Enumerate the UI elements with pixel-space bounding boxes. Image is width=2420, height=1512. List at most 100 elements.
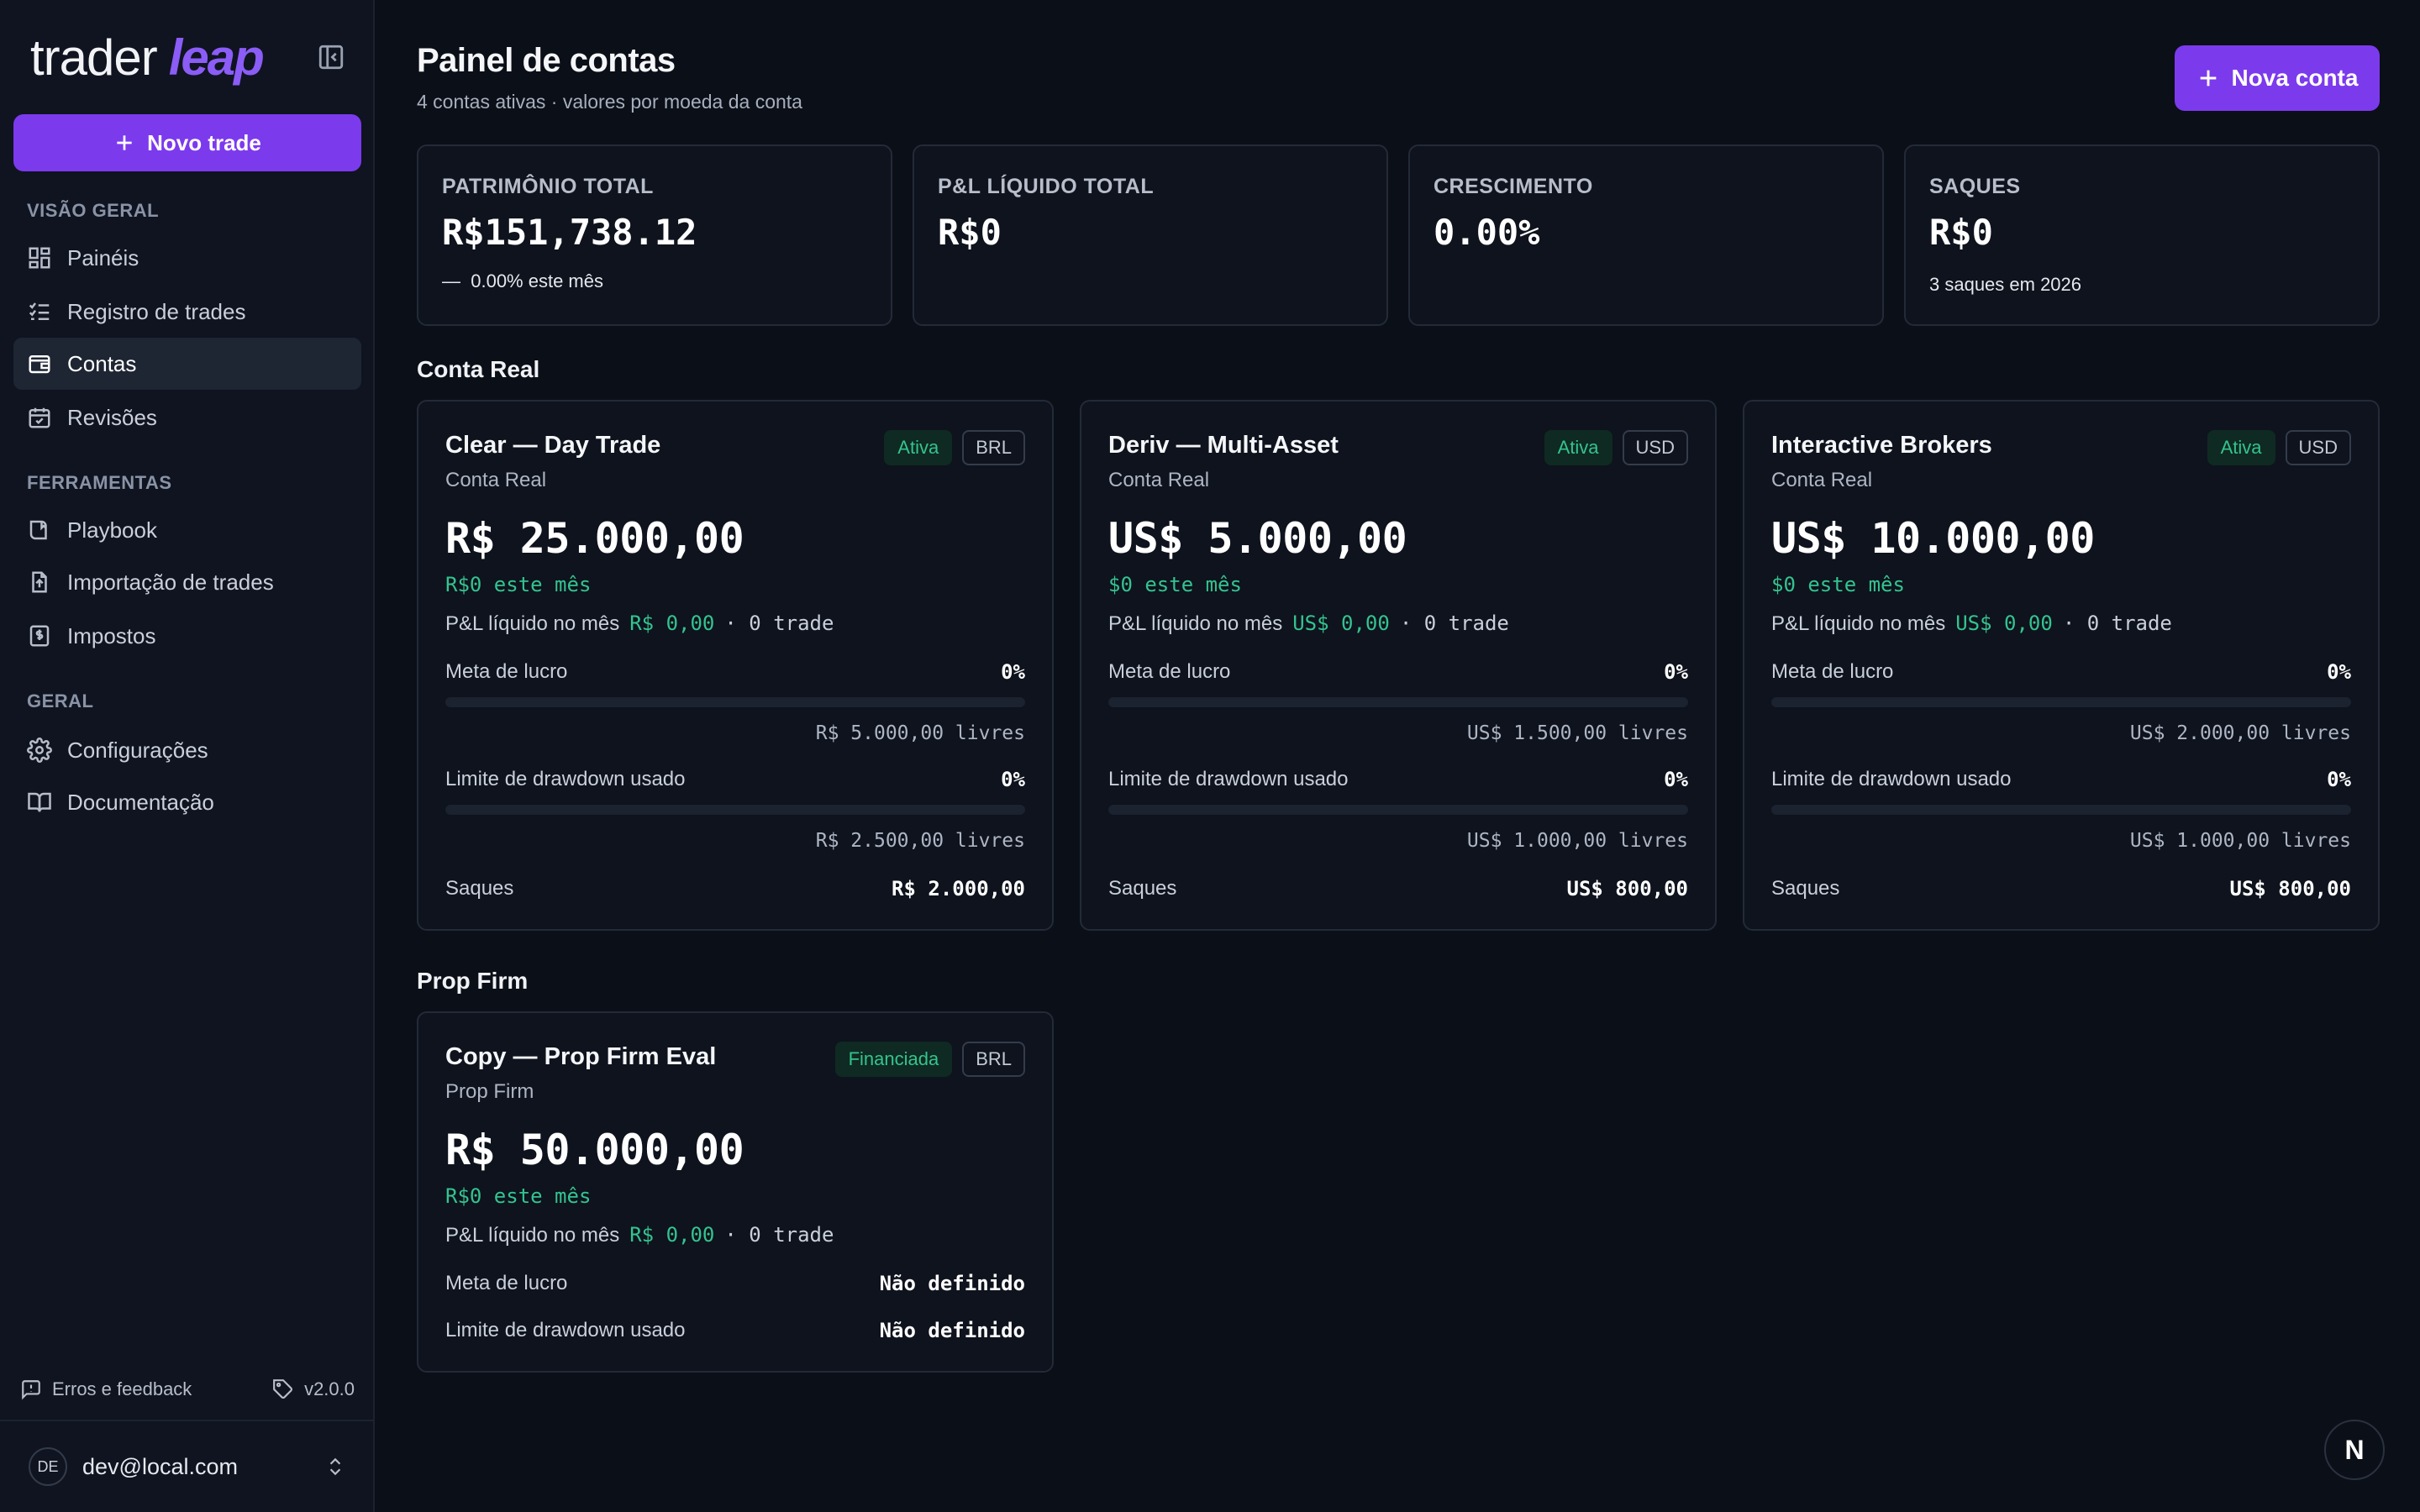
stat-card-net-pnl: P&L LÍQUIDO TOTAL R$0 (913, 144, 1388, 326)
sidebar-item-settings[interactable]: Configurações (13, 724, 361, 776)
account-card[interactable]: Interactive Brokers Conta Real Ativa USD… (1743, 400, 2380, 931)
new-trade-button[interactable]: Novo trade (13, 114, 361, 171)
stat-label: P&L LÍQUIDO TOTAL (938, 175, 1155, 198)
account-balance: US$ 10.000,00 (1771, 514, 2095, 563)
new-account-label: Nova conta (2231, 65, 2359, 91)
sidebar-item-label: Importação de trades (67, 569, 274, 595)
tag-icon (273, 1379, 293, 1399)
drawdown-value: 0% (2327, 768, 2351, 791)
sidebar-item-playbook[interactable]: Playbook (13, 504, 361, 556)
pnl-label: P&L líquido no mês (1771, 612, 1946, 635)
account-type: Conta Real (1771, 469, 1873, 491)
account-name: Interactive Brokers (1771, 432, 1992, 459)
drawdown-value: 0% (1664, 768, 1688, 791)
account-card[interactable]: Deriv — Multi-Asset Conta Real Ativa USD… (1080, 400, 1717, 931)
plus-icon (117, 135, 132, 150)
brand-name: trader (30, 29, 158, 86)
profit-label: Meta de lucro (1771, 660, 1894, 683)
account-name: Deriv — Multi-Asset (1108, 432, 1339, 459)
status-badge: Ativa (1544, 430, 1612, 465)
stat-value: R$0 (1929, 212, 1993, 253)
drawdown-row: Limite de drawdown usado Não definido (445, 1319, 1025, 1342)
version-label: v2.0.0 (304, 1378, 355, 1399)
account-badges: Ativa USD (1544, 430, 1688, 465)
page-title: Painel de contas (417, 42, 676, 79)
profit-label: Meta de lucro (445, 1272, 568, 1294)
feedback-label: Erros e feedback (52, 1378, 192, 1399)
pnl-label: P&L líquido no mês (1108, 612, 1283, 635)
withdraw-label: Saques (1108, 877, 1177, 900)
account-type: Conta Real (445, 469, 547, 491)
open-book-icon (28, 792, 51, 812)
withdraw-label: Saques (445, 877, 514, 900)
drawdown-progress-bar (1108, 805, 1688, 815)
sidebar-item-dashboards[interactable]: Painéis (13, 232, 361, 284)
wallet-icon (29, 355, 50, 374)
feedback-link[interactable]: Erros e feedback (20, 1378, 192, 1400)
pnl-value: R$ 0,00 (629, 1223, 715, 1247)
drawdown-value: 0% (1001, 768, 1025, 791)
profit-target-row: Meta de lucro Não definido (445, 1272, 1025, 1295)
currency-badge: USD (2285, 430, 2351, 465)
stat-note-text: 0.00% este mês (471, 270, 603, 291)
account-card[interactable]: Clear — Day Trade Conta Real Ativa BRL R… (417, 400, 1054, 931)
account-name: Clear — Day Trade (445, 432, 661, 459)
pnl-value: US$ 0,00 (1955, 612, 2053, 635)
pnl-label: P&L líquido no mês (445, 1224, 620, 1247)
user-email: dev@local.com (82, 1453, 238, 1479)
gear-icon (27, 738, 52, 763)
sidebar-item-trade-import[interactable]: Importação de trades (13, 556, 361, 608)
sidebar-item-label: Playbook (67, 517, 157, 543)
profit-free: R$ 5.000,00 livres (815, 722, 1025, 744)
section-title-prop: Prop Firm (417, 968, 529, 994)
nav-section-overview: VISÃO GERAL (27, 200, 160, 221)
sidebar-item-label: Registro de trades (67, 298, 246, 324)
dashboard-icon (29, 247, 50, 269)
list-check-icon (29, 302, 50, 320)
next-dev-indicator-button[interactable]: N (2324, 1420, 2385, 1480)
stat-note: 3 saques em 2026 (1929, 274, 2082, 295)
status-badge: Financiada (834, 1042, 953, 1077)
account-type: Conta Real (1108, 469, 1210, 491)
sidebar-item-docs[interactable]: Documentação (13, 776, 361, 828)
stat-value: R$151,738.12 (442, 212, 697, 253)
profit-progress-bar (1108, 697, 1688, 707)
avatar: DE (29, 1447, 67, 1486)
sidebar-item-taxes[interactable]: Impostos (13, 610, 361, 662)
new-trade-label: Novo trade (147, 129, 261, 155)
drawdown-free: R$ 2.500,00 livres (815, 830, 1025, 852)
drawdown-label: Limite de drawdown usado (445, 1319, 686, 1341)
book-icon (29, 520, 47, 540)
sidebar-item-label: Documentação (67, 789, 214, 815)
file-upload-icon (32, 571, 47, 593)
drawdown-label: Limite de drawdown usado (445, 768, 686, 790)
status-badge: Ativa (884, 430, 953, 465)
new-account-button[interactable]: Nova conta (2175, 45, 2380, 111)
stat-label: PATRIMÔNIO TOTAL (442, 175, 654, 198)
currency-badge: BRL (962, 1042, 1025, 1077)
drawdown-row: Limite de drawdown usado 0% (1108, 768, 1688, 791)
stat-label: CRESCIMENTO (1434, 175, 1593, 198)
collapse-sidebar-icon[interactable] (314, 40, 348, 74)
user-menu[interactable]: DE dev@local.com (0, 1420, 375, 1512)
sidebar-item-reviews[interactable]: Revisões (13, 391, 361, 444)
chevrons-up-down-icon (329, 1457, 341, 1476)
drawdown-progress-bar (1771, 805, 2351, 815)
withdraw-value: R$ 2.000,00 (892, 877, 1025, 900)
account-card[interactable]: Copy — Prop Firm Eval Prop Firm Financia… (417, 1011, 1054, 1373)
sidebar-item-trade-log[interactable]: Registro de trades (13, 286, 361, 338)
account-balance: R$ 50.000,00 (445, 1126, 744, 1174)
brand-logo[interactable]: trader leap (30, 25, 265, 89)
currency-badge: USD (1622, 430, 1688, 465)
sidebar-item-accounts[interactable]: Contas (13, 338, 361, 390)
account-badges: Ativa BRL (884, 430, 1025, 465)
profit-value: Não definido (879, 1272, 1025, 1295)
profit-free: US$ 1.500,00 livres (1466, 722, 1688, 744)
main-content: Painel de contas 4 contas ativas · valor… (375, 0, 2420, 1512)
drawdown-label: Limite de drawdown usado (1108, 768, 1349, 790)
drawdown-row: Limite de drawdown usado 0% (445, 768, 1025, 791)
stat-value: R$0 (938, 212, 1002, 253)
stat-value: 0.00% (1434, 212, 1540, 253)
sidebar-item-label: Configurações (67, 737, 208, 763)
account-badges: Financiada BRL (834, 1042, 1025, 1077)
